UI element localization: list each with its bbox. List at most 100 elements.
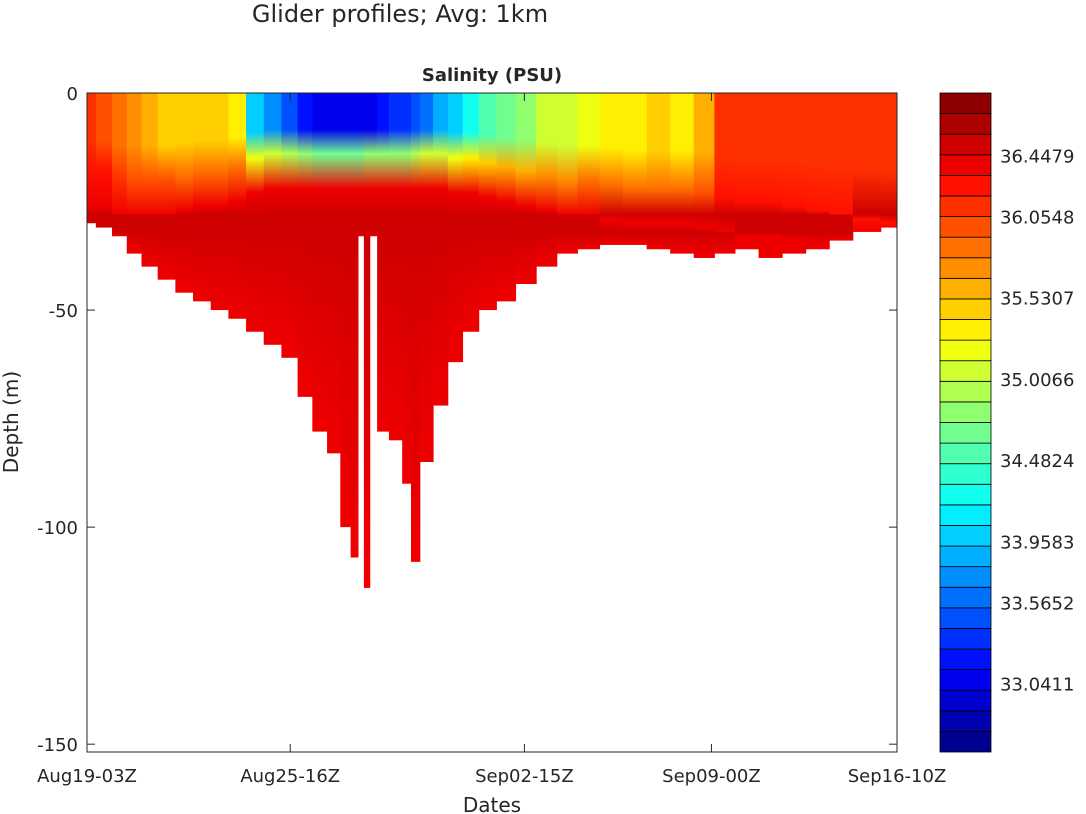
colorbar-level [939, 422, 992, 444]
salinity-profile-column [126, 93, 142, 254]
salinity-profile-column [193, 93, 212, 302]
salinity-profile-column [112, 93, 128, 237]
salinity-profile-column [577, 93, 601, 250]
colorbar-level [939, 607, 992, 629]
salinity-profile-column [157, 93, 176, 280]
plot-area [87, 93, 898, 588]
salinity-profile-column [623, 93, 648, 245]
salinity-profile-column [297, 93, 313, 397]
colorbar: 36.4479 36.0548 35.5307 35.0066 34.4824 33.95… [939, 92, 1074, 753]
colorbar-level [939, 298, 992, 320]
colorbar-level [939, 380, 992, 403]
salinity-profile-column [599, 93, 624, 245]
y-tick-label: -100 [37, 518, 78, 539]
salinity-profile-column [377, 93, 390, 432]
colorbar-level [939, 525, 992, 547]
colorbar-tick-label: 36.4479 [1000, 146, 1074, 167]
salinity-profile-column [402, 93, 412, 484]
salinity-profile-column [263, 93, 282, 345]
colorbar-tick-label: 33.0411 [1000, 675, 1074, 696]
y-tick-label: 0 [67, 84, 78, 105]
salinity-profile-column [411, 93, 421, 562]
x-axis-label: Dates [463, 793, 521, 814]
colorbar-tick-label: 35.0066 [1000, 370, 1074, 391]
colorbar-level [939, 401, 992, 423]
colorbar-level [939, 319, 992, 341]
salinity-profile-column [327, 93, 341, 454]
salinity-profile-column [462, 93, 480, 332]
colorbar-level [939, 731, 992, 753]
salinity-profile-column [758, 93, 783, 258]
colorbar-level [939, 154, 992, 176]
colorbar-level [939, 195, 992, 217]
colorbar-level [939, 339, 992, 362]
salinity-profile-column [281, 93, 299, 358]
colorbar-level [939, 689, 992, 712]
colorbar-level [939, 216, 992, 238]
x-tick-label: Aug25-16Z [240, 766, 340, 787]
salinity-profile-column [670, 93, 695, 254]
y-tick-label: -50 [49, 301, 78, 322]
salinity-profile-column [693, 93, 715, 258]
y-ticks: 0 -50 -100 -150 [37, 84, 897, 756]
salinity-profile-column [87, 93, 97, 224]
colorbar-tick-label: 33.9583 [1000, 532, 1074, 553]
colorbar-level [939, 133, 992, 156]
salinity-profile-column [829, 93, 854, 241]
salinity-profile-column [228, 93, 247, 319]
colorbar-level [939, 628, 992, 650]
salinity-profile-column [447, 93, 464, 363]
colorbar-level [939, 504, 992, 526]
y-axis-label: Depth (m) [0, 371, 23, 473]
salinity-profile-column [340, 93, 352, 528]
salinity-profile-column [556, 93, 578, 254]
salinity-profile-column [312, 93, 328, 432]
salinity-profile-column [175, 93, 194, 293]
salinity-profile-column [496, 93, 517, 302]
salinity-profile-column [369, 93, 378, 237]
colorbar-tick-label: 35.5307 [1000, 289, 1074, 310]
salinity-profile-column [210, 93, 229, 311]
colorbar-level [939, 174, 992, 197]
y-tick-label: -150 [37, 735, 78, 756]
salinity-profile-column [141, 93, 159, 267]
salinity-profile-column [433, 93, 449, 406]
colorbar-level [939, 92, 992, 114]
colorbar-level [939, 463, 992, 485]
salinity-profile-column [246, 93, 265, 332]
colorbar-level [939, 113, 992, 135]
chart-title: Salinity (PSU) [422, 65, 562, 86]
x-tick-label: Sep02-15Z [475, 766, 574, 787]
colorbar-level [939, 442, 992, 465]
salinity-profile-column [852, 93, 882, 232]
salinity-profile-column [357, 93, 365, 237]
salinity-profile-column [646, 93, 671, 250]
colorbar-level [939, 483, 992, 506]
axes-frame [86, 92, 898, 753]
colorbar-level [939, 586, 992, 609]
salinity-profile-column [714, 93, 736, 254]
salinity-profile-column [388, 93, 403, 441]
salinity-profile-column [735, 93, 760, 250]
colorbar-level [939, 710, 992, 732]
colorbar-level [939, 545, 992, 568]
colorbar-level [939, 566, 992, 588]
page-title: Glider profiles; Avg: 1km [252, 0, 548, 28]
colorbar-level [939, 236, 992, 259]
x-tick-label: Sep09-00Z [662, 766, 761, 787]
colorbar-tick-label: 36.0548 [1000, 207, 1074, 228]
colorbar-level [939, 648, 992, 671]
x-ticks: Aug19-03Z Aug25-16Z Sep02-15Z Sep09-00Z Sep1… [37, 93, 946, 787]
colorbar-level [939, 257, 992, 279]
colorbar-tick-label: 33.5652 [1000, 593, 1074, 614]
salinity-profile-column [363, 93, 371, 588]
x-tick-label: Sep16-10Z [848, 766, 947, 787]
salinity-profile-column [880, 93, 898, 228]
salinity-profile-column [515, 93, 537, 285]
colorbar-level [939, 277, 992, 300]
colorbar-tick-label: 34.4824 [1000, 451, 1074, 472]
salinity-profile-column [350, 93, 359, 558]
salinity-profile-column [782, 93, 807, 254]
